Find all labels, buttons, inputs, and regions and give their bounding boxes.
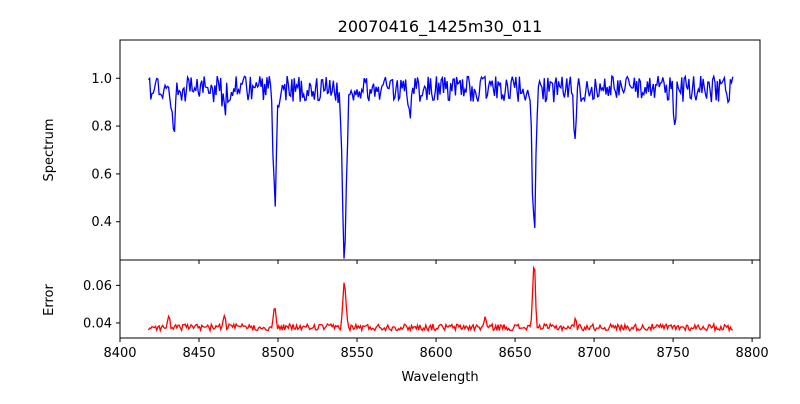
x-tick-label: 8700 <box>578 346 611 361</box>
error-y-tick-label: 0.04 <box>83 316 112 331</box>
error-axes-frame <box>119 259 761 339</box>
x-axis-label: Wavelength <box>401 370 478 385</box>
x-tick-label: 8400 <box>103 346 136 361</box>
x-tick-label: 8500 <box>261 346 294 361</box>
x-tick-label: 8650 <box>499 346 532 361</box>
spectrum-y-tick-label: 0.6 <box>91 167 112 182</box>
spectrum-y-tick-label: 0.4 <box>91 215 112 230</box>
spectrum-y-tick-label: 0.8 <box>91 120 112 135</box>
chart-title: 20070416_1425m30_011 <box>338 17 543 37</box>
x-tick-label: 8750 <box>657 346 690 361</box>
error-y-label: Error <box>42 284 57 316</box>
spectrum-series-line <box>147 73 734 259</box>
x-tick-label: 8550 <box>340 346 373 361</box>
spectrum-y-tick-label: 1.0 <box>91 72 112 87</box>
spectrum-y-label: Spectrum <box>42 119 57 182</box>
x-tick-label: 8450 <box>182 346 215 361</box>
error-y-tick-label: 0.06 <box>83 279 112 294</box>
x-tick-label: 8800 <box>736 346 769 361</box>
plot-layer: 0.4 0.6 0.8 1.0 0.04 0.06 8400 8450 8500 8550 8600… <box>83 39 769 361</box>
spectrum-axes-frame <box>119 39 761 261</box>
x-tick-label: 8600 <box>420 346 453 361</box>
error-series-line <box>147 265 733 334</box>
